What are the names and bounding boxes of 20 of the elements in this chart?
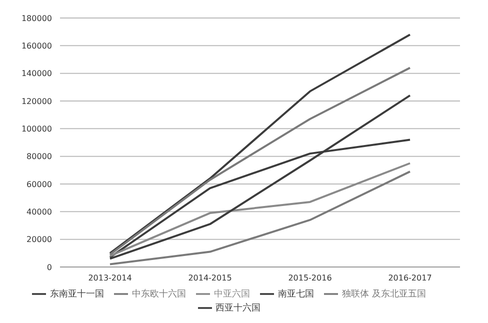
y-tick-label: 180000 <box>21 14 52 23</box>
legend-label: 独联体 及东北亚五国 <box>342 289 426 300</box>
y-tick-label: 140000 <box>21 69 52 78</box>
x-tick-label: 2016-2017 <box>388 274 432 283</box>
x-tick-label: 2014-2015 <box>188 274 232 283</box>
y-tick-label: 120000 <box>21 96 52 106</box>
x-tick-label: 2013-2014 <box>88 274 132 283</box>
y-tick-label: 100000 <box>21 124 52 134</box>
y-tick-label: 60000 <box>26 180 52 189</box>
y-tick-label: 0 <box>46 262 52 272</box>
y-tick-label: 40000 <box>26 208 52 217</box>
legend-label: 中东欧十六国 <box>132 289 186 300</box>
legend-label: 南亚七国 <box>278 289 314 300</box>
legend-label: 东南亚十一国 <box>50 289 104 300</box>
x-tick-label: 2015-2016 <box>288 274 332 283</box>
legend-label: 中亚六国 <box>214 289 250 300</box>
y-tick-label: 160000 <box>21 42 52 51</box>
y-tick-label: 80000 <box>26 152 52 162</box>
legend-label: 西亚十六国 <box>216 303 260 314</box>
y-tick-label: 20000 <box>26 235 52 244</box>
